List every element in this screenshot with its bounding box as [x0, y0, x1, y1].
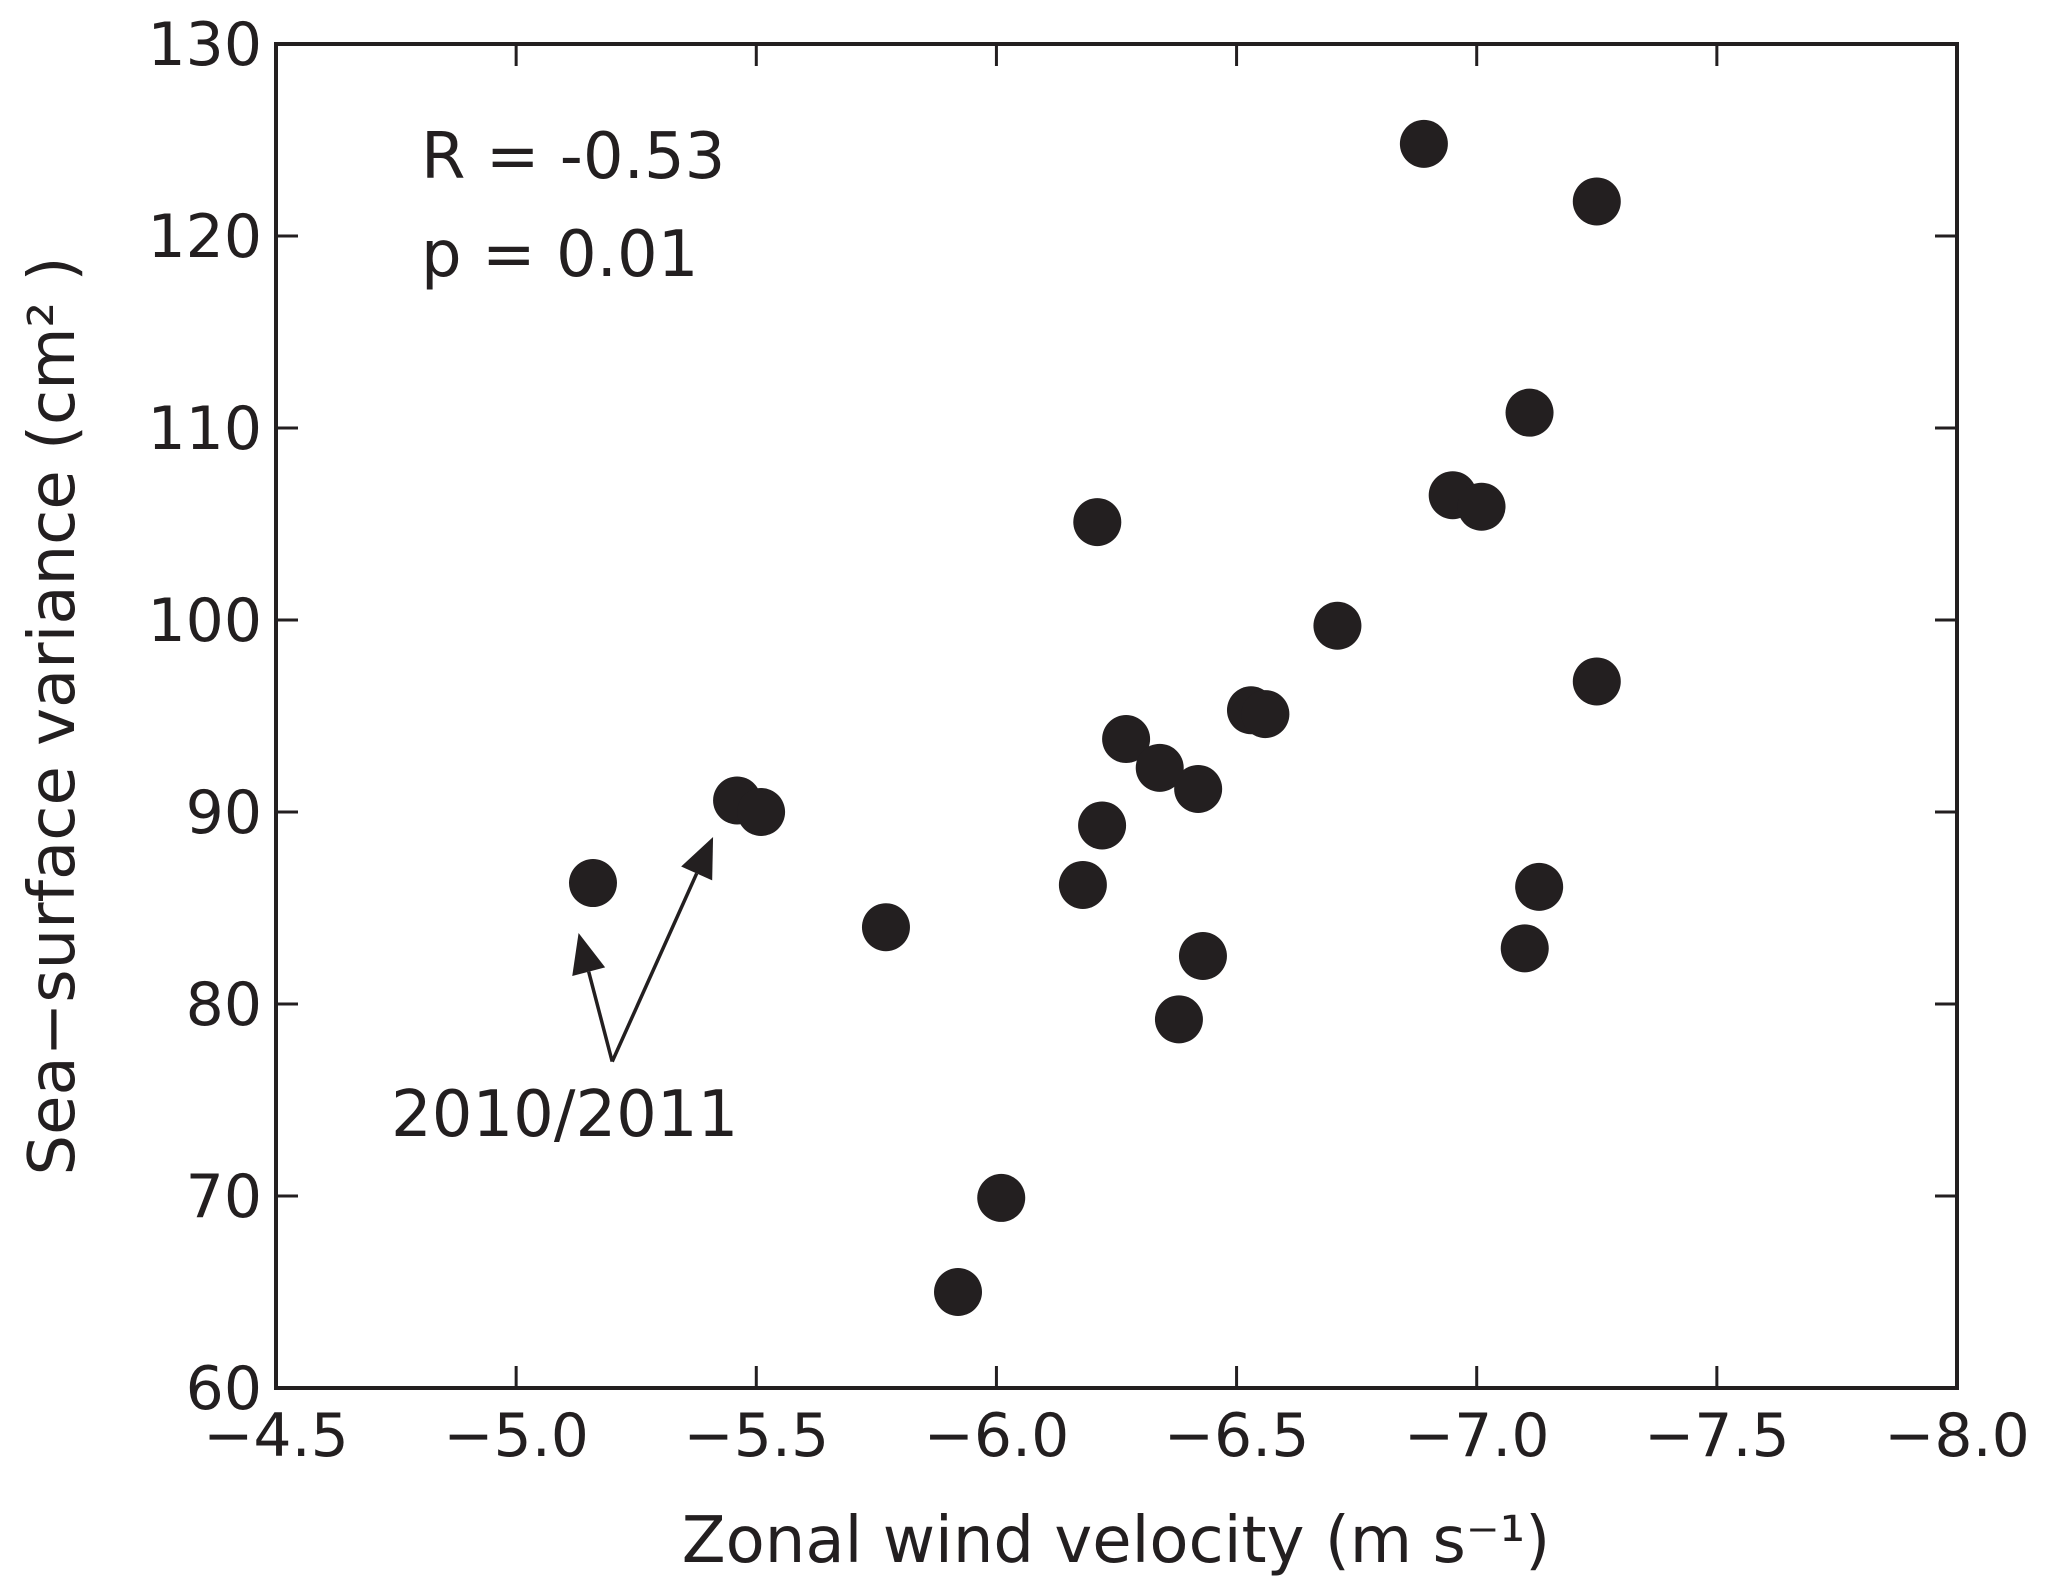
r-value-text: R = -0.53: [421, 120, 725, 194]
y-tick-label: 70: [186, 1162, 262, 1232]
y-tick-label: 60: [186, 1354, 262, 1424]
data-point: [861, 903, 910, 952]
data-point: [1154, 995, 1203, 1044]
annotation-arrow-shaft: [610, 872, 699, 1063]
y-tick-label: 130: [147, 10, 262, 80]
data-point: [934, 1268, 983, 1316]
x-tick-label: −5.5: [683, 1401, 829, 1471]
annotation-arrow-head: [572, 932, 606, 976]
plot-frame: [274, 42, 1959, 1390]
data-point: [1500, 924, 1549, 973]
data-point: [1058, 860, 1107, 909]
y-axis-title: Sea−surface variance (cm² ): [16, 256, 90, 1175]
annotation-arrow-shaft: [587, 971, 614, 1063]
annotation-arrows: [572, 836, 714, 1063]
data-point: [1505, 388, 1554, 437]
x-tick-label: −6.5: [1164, 1401, 1310, 1471]
annotation-arrow-head: [681, 836, 714, 881]
y-tick-label: 80: [186, 970, 262, 1040]
data-point: [737, 788, 786, 836]
x-tick-labels: −4.5 −5.0 −5.5 −6.0 −6.5 −7.0 −7.5 −8.0: [203, 1401, 2030, 1471]
y-tick-label: 110: [147, 394, 262, 464]
arrow-label-2010-2011: 2010/2011: [391, 1078, 738, 1152]
x-tick-label: −8.0: [1884, 1401, 2030, 1471]
data-point: [1572, 657, 1621, 706]
data-point: [1241, 690, 1290, 739]
data-point: [1313, 601, 1362, 650]
data-point: [1457, 482, 1506, 531]
data-point: [1174, 764, 1223, 813]
data-point: [977, 1173, 1026, 1222]
x-tick-label: −7.0: [1404, 1401, 1550, 1471]
data-point: [1399, 119, 1448, 168]
x-tick-label: −6.0: [924, 1401, 1070, 1471]
data-point: [1073, 498, 1122, 547]
data-point: [1078, 801, 1127, 850]
data-point: [1178, 932, 1227, 980]
y-tick-label: 120: [147, 202, 262, 272]
x-axis-title: Zonal wind velocity (m s⁻¹): [682, 1504, 1550, 1578]
data-point: [1102, 715, 1151, 764]
p-value-text: p = 0.01: [421, 218, 698, 292]
y-tick-label: 100: [147, 586, 262, 656]
data-points: [568, 119, 1621, 1316]
x-tick-label: −7.5: [1644, 1401, 1790, 1471]
x-tick-label: −4.5: [203, 1401, 349, 1471]
y-tick-label: 90: [186, 778, 262, 848]
data-point: [568, 859, 617, 908]
data-point: [1572, 177, 1621, 226]
x-tick-label: −5.0: [443, 1401, 589, 1471]
data-point: [1515, 862, 1564, 911]
data-point: [1135, 743, 1184, 792]
y-tick-labels: 60 70 80 90 100 110 120 130: [147, 10, 262, 1424]
